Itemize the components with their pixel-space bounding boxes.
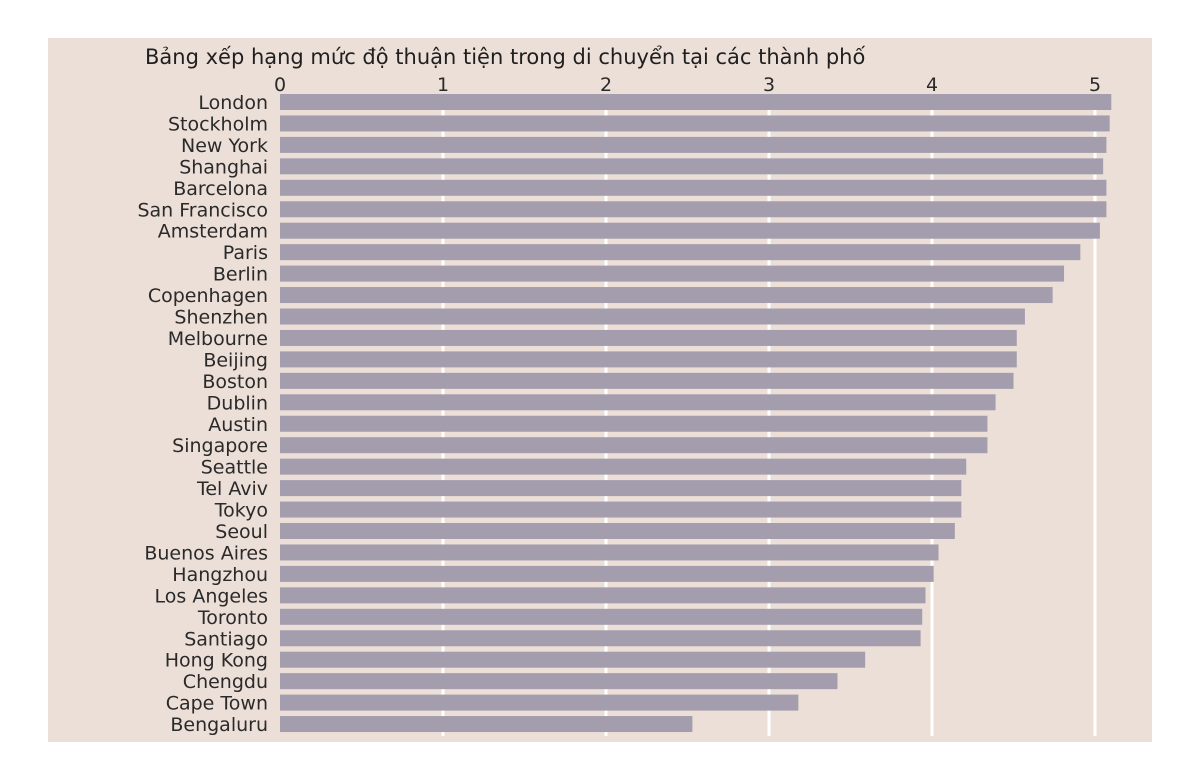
bar bbox=[280, 651, 866, 668]
grid-lines bbox=[441, 94, 1097, 736]
x-tick-label: 3 bbox=[763, 74, 775, 96]
category-label: Hong Kong bbox=[165, 650, 268, 672]
bar bbox=[280, 716, 693, 733]
bar bbox=[280, 415, 988, 432]
category-label: Chengdu bbox=[183, 671, 268, 693]
bar bbox=[280, 136, 1107, 153]
category-label: Buenos Aires bbox=[144, 542, 268, 564]
bar bbox=[280, 480, 962, 497]
category-label: Boston bbox=[202, 371, 268, 393]
category-label: Barcelona bbox=[173, 178, 268, 200]
category-label: Santiago bbox=[184, 628, 268, 650]
bar bbox=[280, 94, 1112, 110]
category-label: Seattle bbox=[201, 457, 268, 479]
category-label: Seoul bbox=[215, 521, 268, 543]
x-tick-label: 4 bbox=[926, 74, 938, 96]
x-axis-ticks: 0 1 2 3 4 5 bbox=[274, 74, 1101, 96]
category-label: Bengaluru bbox=[170, 714, 268, 736]
category-label: Shenzhen bbox=[174, 307, 268, 329]
category-label: Paris bbox=[223, 242, 268, 264]
bar bbox=[280, 351, 1017, 368]
bar bbox=[280, 458, 967, 475]
category-label: Melbourne bbox=[168, 328, 268, 350]
x-tick-label: 5 bbox=[1089, 74, 1101, 96]
bar bbox=[280, 694, 799, 711]
bars bbox=[280, 94, 1112, 733]
bar bbox=[280, 673, 838, 690]
category-label: Berlin bbox=[213, 264, 268, 286]
category-label: Beijing bbox=[203, 349, 268, 371]
bar bbox=[280, 308, 1025, 325]
bar bbox=[280, 201, 1107, 218]
bar bbox=[280, 179, 1107, 196]
category-label: Tel Aviv bbox=[196, 478, 268, 500]
category-label: Hangzhou bbox=[172, 564, 268, 586]
category-label: San Francisco bbox=[137, 199, 268, 221]
bar bbox=[280, 394, 996, 411]
category-label: London bbox=[198, 92, 268, 114]
category-label: Copenhagen bbox=[148, 285, 268, 307]
bar bbox=[280, 437, 988, 454]
category-label: Cape Town bbox=[166, 693, 268, 715]
bar bbox=[280, 523, 955, 539]
category-label: Dublin bbox=[207, 392, 268, 414]
category-label: Los Angeles bbox=[155, 585, 268, 607]
bar bbox=[280, 608, 923, 625]
x-tick-label: 1 bbox=[437, 74, 449, 96]
bar bbox=[280, 244, 1081, 261]
bar bbox=[280, 544, 939, 561]
bar bbox=[280, 630, 921, 647]
category-label: Tokyo bbox=[214, 500, 268, 522]
x-tick-label: 2 bbox=[600, 74, 612, 96]
category-label: Stockholm bbox=[168, 113, 268, 135]
bar bbox=[280, 372, 1014, 389]
bar bbox=[280, 265, 1065, 282]
bar bbox=[280, 329, 1017, 346]
x-tick-label: 0 bbox=[274, 74, 286, 96]
category-label: Shanghai bbox=[179, 156, 268, 178]
category-label: New York bbox=[181, 135, 268, 157]
category-label: Singapore bbox=[172, 435, 268, 457]
category-label: Toronto bbox=[197, 607, 268, 629]
bar bbox=[280, 115, 1110, 132]
chart-title: Bảng xếp hạng mức độ thuận tiện trong di… bbox=[145, 45, 865, 69]
category-label: Amsterdam bbox=[158, 221, 268, 243]
bar bbox=[280, 565, 934, 582]
category-label: Austin bbox=[208, 414, 268, 436]
bar bbox=[280, 587, 926, 604]
bar bbox=[280, 222, 1100, 239]
bar bbox=[280, 501, 962, 518]
bar bbox=[280, 287, 1053, 304]
bar bbox=[280, 158, 1104, 175]
